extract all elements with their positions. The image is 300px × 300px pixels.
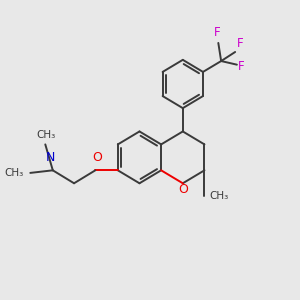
Text: F: F <box>214 26 220 38</box>
Text: CH₃: CH₃ <box>5 168 24 178</box>
Text: F: F <box>237 37 243 50</box>
Text: F: F <box>238 60 245 73</box>
Text: CH₃: CH₃ <box>36 130 56 140</box>
Text: O: O <box>178 183 188 196</box>
Text: CH₃: CH₃ <box>210 191 229 201</box>
Text: O: O <box>92 151 102 164</box>
Text: N: N <box>45 151 55 164</box>
